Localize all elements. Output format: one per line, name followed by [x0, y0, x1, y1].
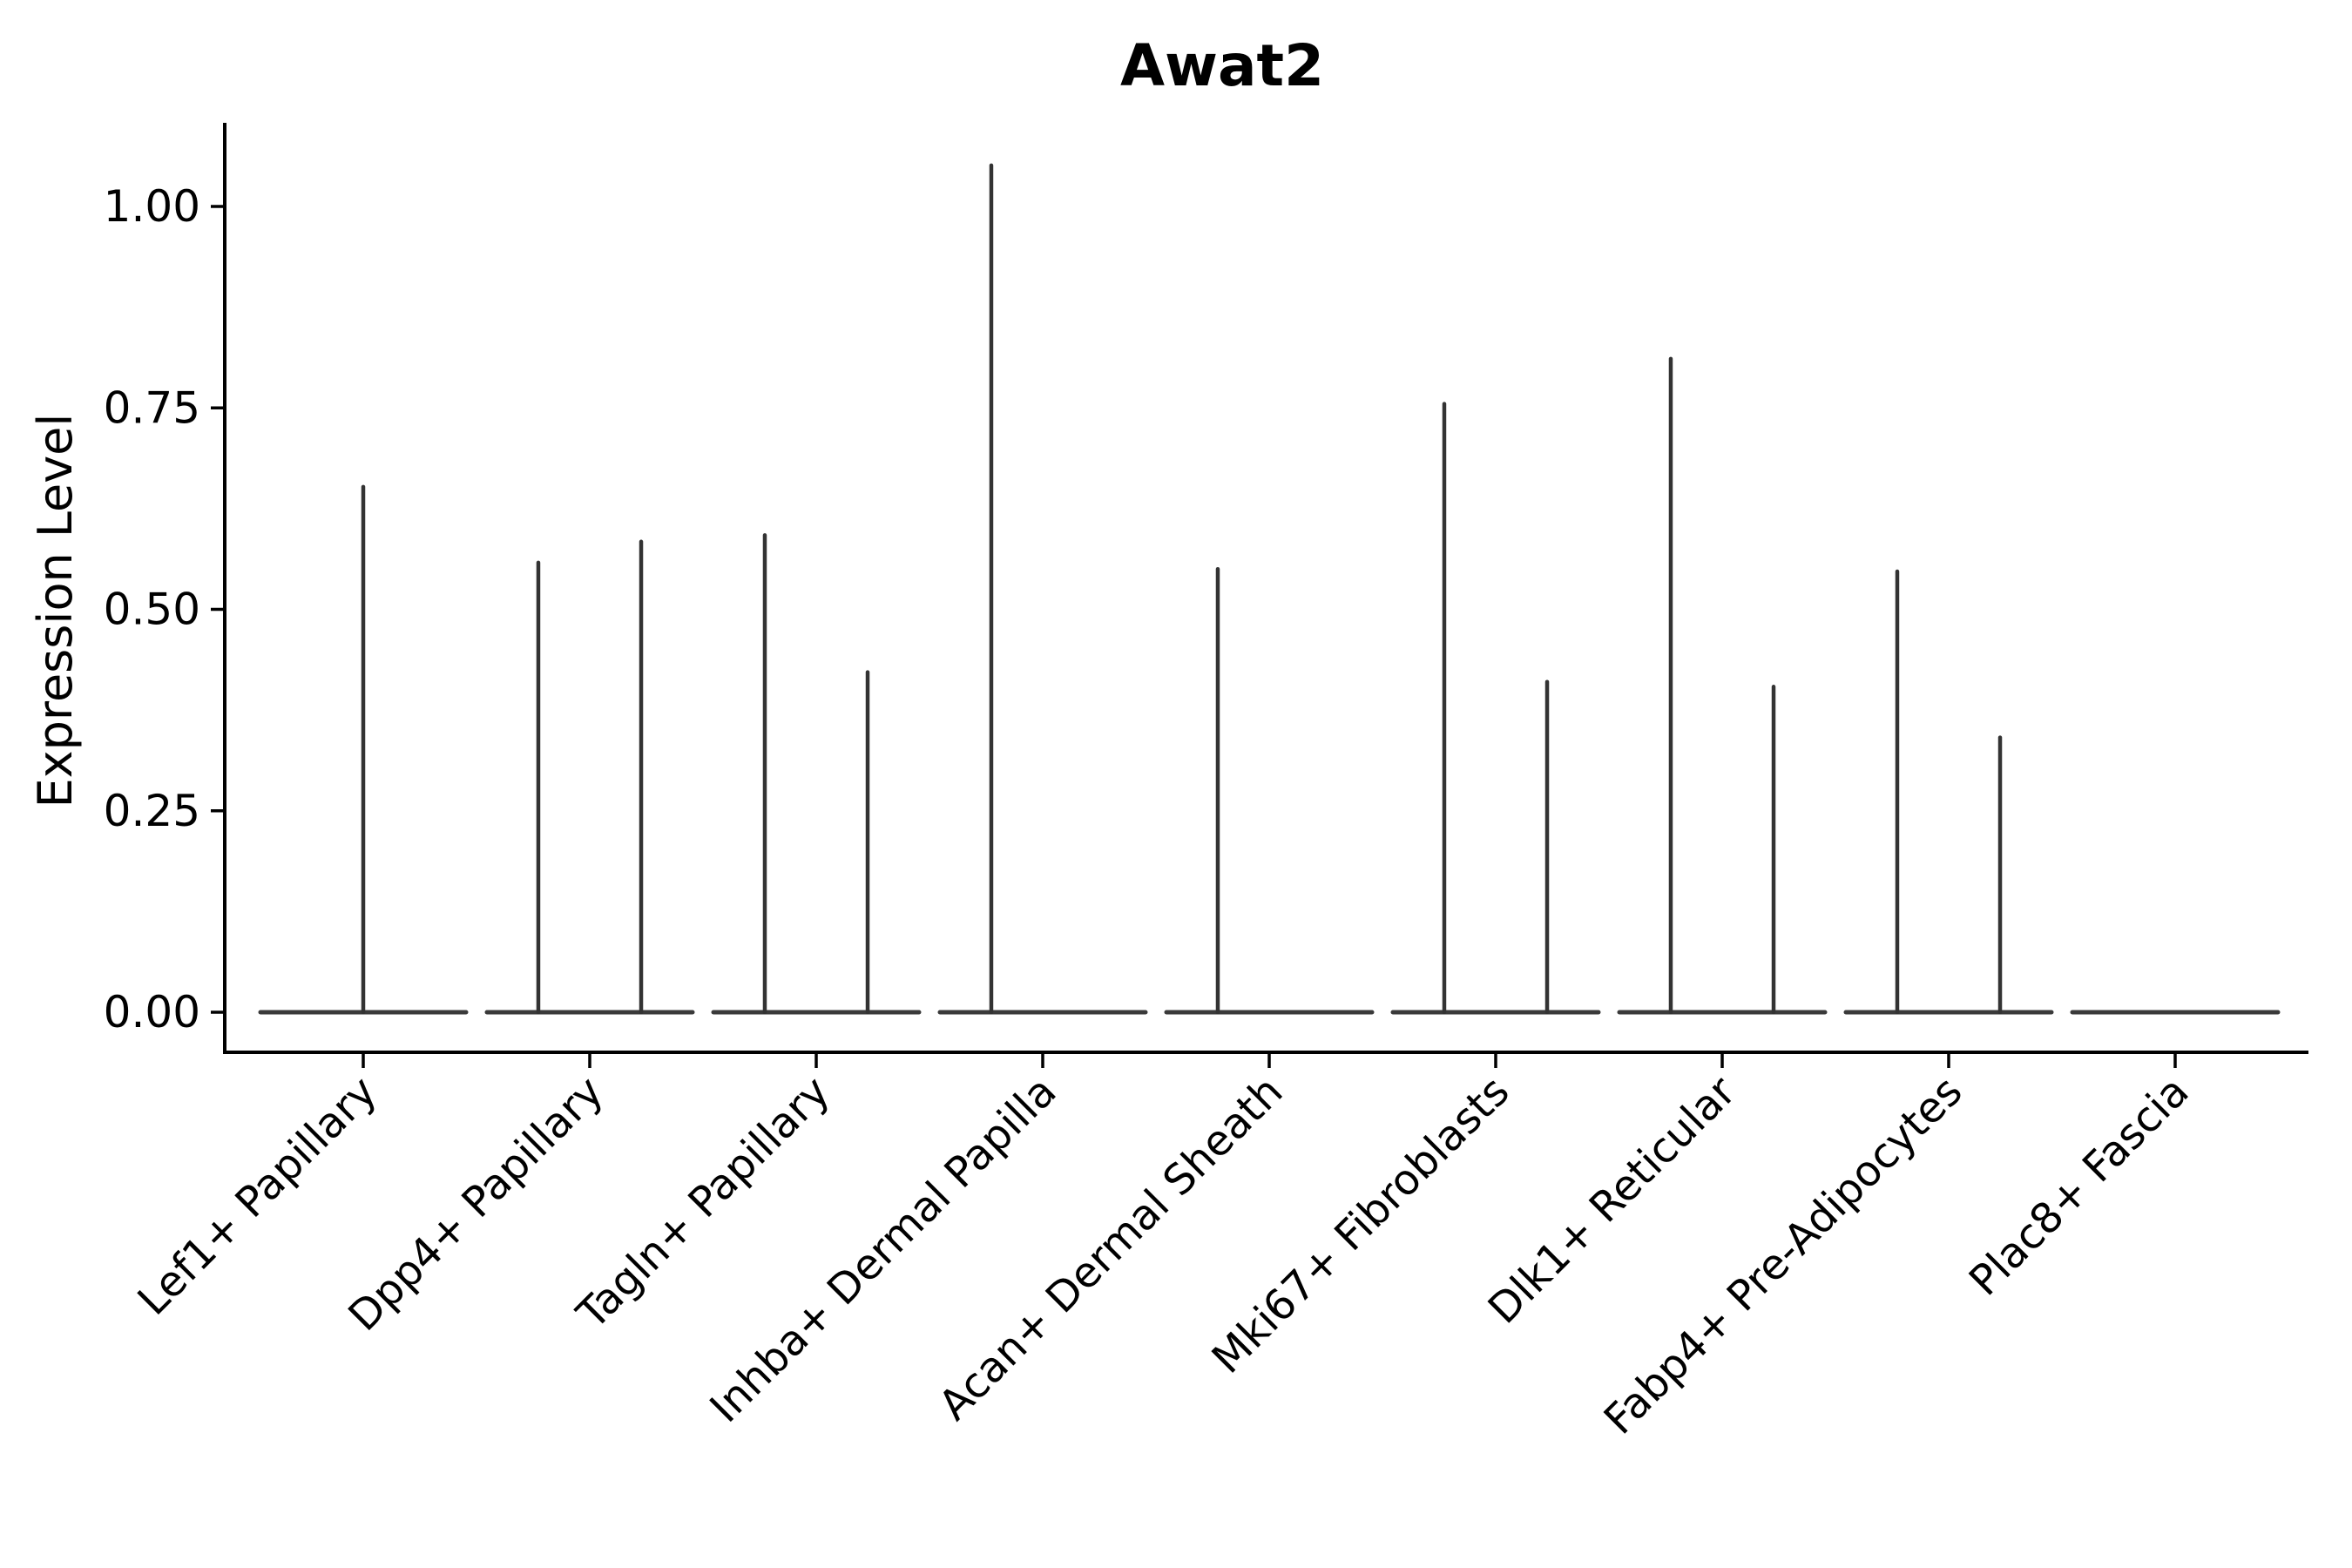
y-tick-label: 0.50 [104, 585, 200, 635]
y-axis-label: Expression Level [28, 414, 83, 808]
x-tick-label: Lef1+ Papillary [129, 1067, 387, 1325]
y-tick-label: 0.25 [104, 786, 200, 836]
y-axis-ticks: 1.00 0.75 0.50 0.25 0.00 [104, 181, 225, 1037]
y-tick-label: 0.00 [104, 987, 200, 1037]
y-tick-label: 0.75 [104, 382, 200, 433]
x-tick-label: Dlk1+ Reticular [1479, 1067, 1746, 1334]
x-tick-label: Tagln+ Papillary [567, 1067, 839, 1339]
y-tick-label: 1.00 [104, 181, 200, 232]
x-tick-label: Fabp4+ Pre-Adipocytes [1595, 1067, 1972, 1444]
x-tick-label: Plac8+ Fascia [1960, 1067, 2199, 1306]
chart-title: Awat2 [1120, 32, 1324, 99]
violins [258, 163, 2281, 1015]
